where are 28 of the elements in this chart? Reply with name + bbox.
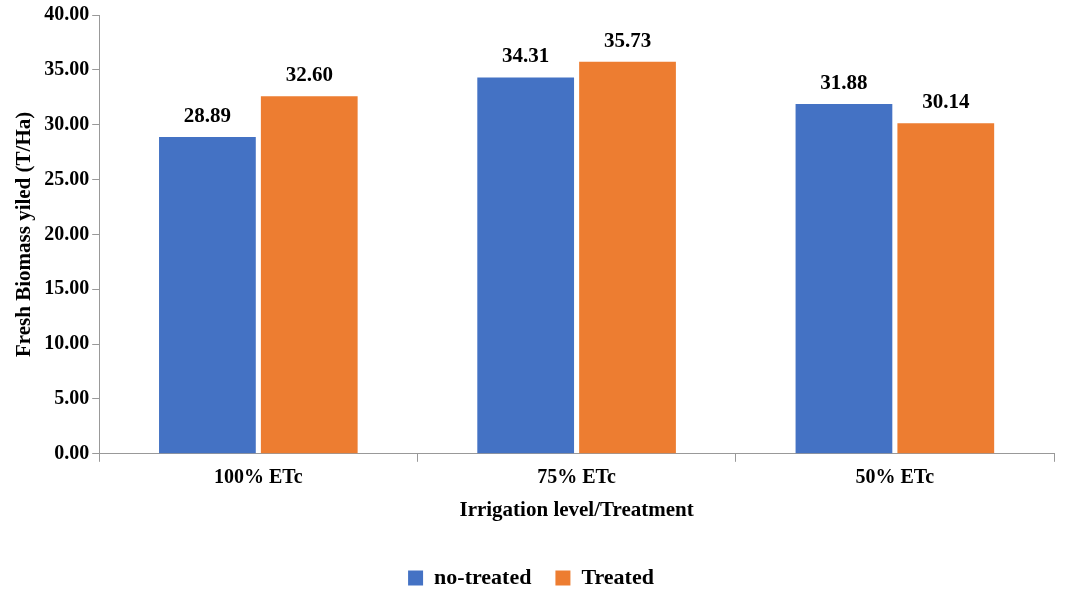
x-tick-label: 75% ETc	[537, 464, 617, 487]
bar	[159, 136, 256, 454]
data-label: 34.31	[502, 43, 550, 68]
bar	[477, 77, 575, 454]
y-tick-label: 20.00	[44, 221, 90, 244]
bar	[260, 96, 358, 454]
y-tick-label: 40.00	[44, 2, 90, 25]
y-tick-label: 35.00	[44, 57, 90, 80]
bar	[897, 123, 995, 454]
legend-label: Treated	[581, 563, 654, 589]
y-tick-label: 0.00	[54, 440, 90, 463]
x-tick-label: 100% ETc	[213, 464, 303, 487]
data-label: 28.89	[183, 102, 232, 127]
data-label: 31.88	[820, 70, 868, 94]
y-tick-label: 25.00	[44, 166, 90, 189]
data-label: 30.14	[922, 89, 970, 114]
legend-label: no-treated	[434, 563, 532, 589]
data-label: 35.73	[603, 27, 652, 52]
data-label: 32.60	[285, 62, 333, 87]
y-tick-label: 10.00	[44, 331, 90, 354]
x-axis-title: Irrigation level/Treatment	[459, 496, 694, 521]
y-tick-label: 5.00	[54, 386, 90, 409]
y-tick-label: 30.00	[44, 111, 90, 134]
y-axis-title: Fresh Biomass yiled (T/Ha)	[11, 111, 36, 357]
bar	[579, 61, 676, 454]
x-tick-label: 50% ETc	[855, 464, 935, 487]
bar	[795, 104, 893, 454]
y-tick-label: 15.00	[44, 276, 90, 299]
